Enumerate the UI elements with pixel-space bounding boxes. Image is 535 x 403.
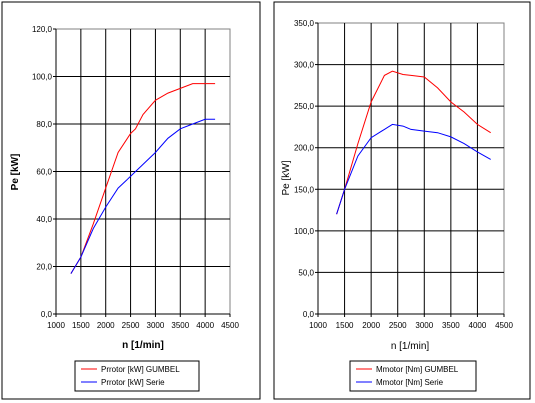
chart-left-ytick-label-1: 20,0: [36, 263, 52, 272]
chart-right-ytick-label-4: 200,0: [294, 144, 315, 153]
chart-right-xtick-label-2: 2000: [362, 321, 380, 330]
chart-right-plot-area: [318, 23, 504, 314]
chart-left-xtick-label-7: 4500: [221, 321, 239, 330]
chart-right-legend-label-serie: Mmotor [Nm] Serie: [376, 378, 444, 387]
chart-left: 0,0 20,0 40,0 60,0 80,0 100,0 120,0 1000 1500 20…: [2, 2, 260, 399]
chart-right-xtick-label-4: 3000: [415, 321, 433, 330]
chart-left-xtick-label-2: 2000: [97, 321, 115, 330]
chart-right: 0,0 50,0 100,0 150,0 200,0 250,0 300,0 350,0 10…: [274, 2, 530, 399]
chart-right-ytick-label-0: 0,0: [303, 310, 315, 319]
chart-left-ytick-label-2: 40,0: [36, 215, 52, 224]
chart-right-xlabel: n [1/min]: [391, 341, 430, 352]
chart-left-legend-label-serie: Prrotor [kW] Serie: [101, 378, 165, 387]
chart-right-xtick-label-5: 3500: [442, 321, 460, 330]
chart-left-xtick-label-3: 2500: [122, 321, 140, 330]
chart-right-ylabel: Pe [kW]: [281, 160, 292, 195]
chart-right-ytick-label-3: 150,0: [294, 185, 315, 194]
chart-left-xtick-label-0: 1000: [47, 321, 65, 330]
chart-right-xtick-label-3: 2500: [389, 321, 407, 330]
chart-right-xtick-label-1: 1500: [336, 321, 354, 330]
chart-right-xtick-label-0: 1000: [309, 321, 327, 330]
chart-left-ytick-label-5: 100,0: [32, 73, 53, 82]
chart-right-ytick-label-2: 100,0: [294, 227, 315, 236]
chart-left-ytick-label-3: 60,0: [36, 168, 52, 177]
chart-left-legend-label-gumbel: Prrotor [kW] GUMBEL: [101, 365, 180, 374]
chart-left-ytick-label-0: 0,0: [41, 310, 53, 319]
chart-left-legend: Prrotor [kW] GUMBEL Prrotor [kW] Serie: [75, 361, 199, 391]
chart-left-ytick-label-6: 120,0: [32, 25, 53, 34]
chart-left-xtick-label-6: 4000: [196, 321, 214, 330]
chart-left-xtick-label-1: 1500: [72, 321, 90, 330]
chart-right-ytick-label-6: 300,0: [294, 61, 315, 70]
chart-left-xlabel: n [1/min]: [122, 340, 164, 351]
chart-right-ytick-label-5: 250,0: [294, 102, 315, 111]
chart-left-ylabel: Pe [kW]: [10, 154, 21, 191]
chart-left-ytick-label-4: 80,0: [36, 120, 52, 129]
chart-left-xtick-label-5: 3500: [171, 321, 189, 330]
chart-left-xtick-label-4: 3000: [147, 321, 165, 330]
chart-right-legend-label-gumbel: Mmotor [Nm] GUMBEL: [376, 365, 459, 374]
chart-right-legend: Mmotor [Nm] GUMBEL Mmotor [Nm] Serie: [350, 361, 476, 391]
chart-right-xtick-label-6: 4000: [469, 321, 487, 330]
chart-right-xtick-label-7: 4500: [495, 321, 513, 330]
chart-right-ytick-label-1: 50,0: [298, 268, 314, 277]
chart-right-ytick-label-7: 350,0: [294, 19, 315, 28]
